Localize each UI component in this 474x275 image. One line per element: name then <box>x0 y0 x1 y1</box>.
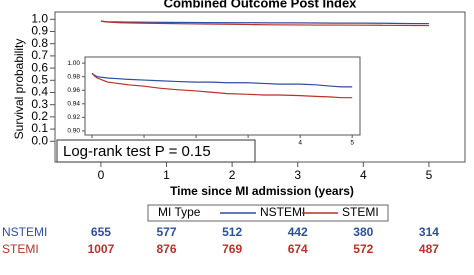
y-axis-title: Survival probability <box>12 39 26 140</box>
risk-count: 380 <box>353 225 373 239</box>
y-tick-label: 0.0 <box>31 133 48 147</box>
y-tick-label: 0.92 <box>67 114 80 121</box>
x-tick-label: 5 <box>426 168 433 182</box>
legend-box <box>147 204 389 222</box>
risk-count: 487 <box>419 242 439 256</box>
risk-count: 876 <box>157 242 177 256</box>
legend-label: STEMI <box>342 205 379 219</box>
y-tick-label: 0.7 <box>31 48 48 62</box>
risk-count: 442 <box>288 225 308 239</box>
y-tick-label: 0.90 <box>67 128 80 135</box>
x-tick-label: 3 <box>294 168 301 182</box>
risk-count: 314 <box>419 225 439 239</box>
y-tick-label: 0.96 <box>67 87 80 94</box>
annotation-box <box>56 139 256 163</box>
risk-count: 769 <box>222 242 242 256</box>
y-tick-label: 1.0 <box>31 11 48 25</box>
survival-line <box>91 72 353 88</box>
risk-count: 1007 <box>88 242 115 256</box>
y-tick-label: 0.9 <box>31 24 48 38</box>
x-tick-label: 0 <box>98 168 105 182</box>
x-tick-label: 1 <box>163 168 170 182</box>
x-tick-label: 4 <box>360 168 367 182</box>
y-tick-label: 0.8 <box>31 36 48 50</box>
y-tick-label: 0.94 <box>67 101 80 108</box>
risk-count: 512 <box>222 225 242 239</box>
risk-row-label: STEMI <box>2 242 39 256</box>
y-tick-label: 0.98 <box>67 73 80 80</box>
survival-line <box>100 20 429 27</box>
x-tick-label: 4 <box>298 140 302 147</box>
risk-count: 674 <box>288 242 308 256</box>
x-axis-title: Time since MI admission (years) <box>170 184 354 198</box>
y-tick-label: 0.4 <box>31 85 48 99</box>
y-tick-label: 0.3 <box>31 97 48 111</box>
y-tick-label: 0.2 <box>31 109 48 123</box>
y-tick-label: 1.00 <box>67 60 80 67</box>
x-tick-label: 2 <box>229 168 236 182</box>
risk-count: 572 <box>353 242 373 256</box>
y-tick-label: 0.1 <box>31 121 48 135</box>
risk-row-label: NSTEMI <box>2 225 47 239</box>
risk-count: 577 <box>157 225 177 239</box>
y-tick-label: 0.6 <box>31 60 48 74</box>
annotation: Log-rank test P = 0.15 <box>63 143 211 160</box>
legend-label: NSTEMI <box>260 205 305 219</box>
survival-line <box>91 72 353 99</box>
y-tick-label: 0.5 <box>31 72 48 86</box>
legend-title: MI Type <box>158 205 201 219</box>
risk-count: 655 <box>91 225 111 239</box>
chart-title: Combined Outcome Post Index <box>164 0 358 10</box>
x-tick-label: 5 <box>350 140 354 147</box>
